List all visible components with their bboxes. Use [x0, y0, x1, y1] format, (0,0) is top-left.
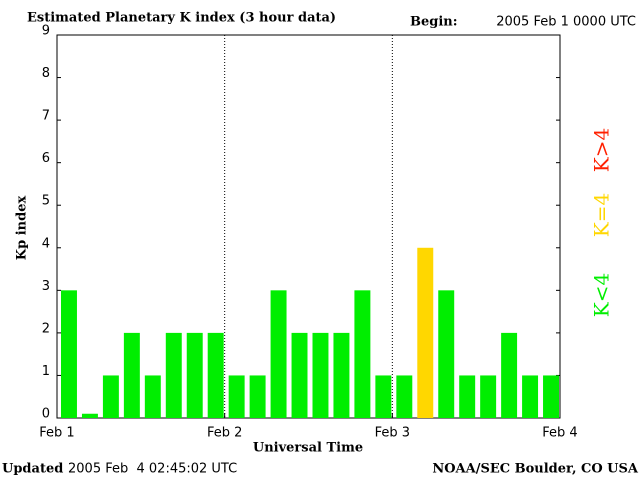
y-tick-label: 5	[42, 194, 50, 209]
bar	[186, 332, 203, 418]
y-tick-label: 6	[42, 151, 50, 166]
y-axis-label: Kp index	[15, 196, 30, 261]
bar	[354, 290, 371, 418]
bar	[417, 247, 434, 418]
x-tick-label: Feb 4	[542, 426, 577, 441]
legend-entry: K<4	[590, 273, 614, 317]
legend-entry: K=4	[590, 193, 614, 237]
bar	[144, 375, 161, 418]
y-tick-label: 9	[42, 24, 50, 39]
x-tick-label: Feb 2	[207, 426, 242, 441]
updated-date: 2005 Feb 4 02:45:02 UTC	[68, 462, 237, 477]
y-tick-label: 2	[42, 321, 50, 336]
bar	[61, 290, 77, 418]
bar	[249, 375, 266, 418]
begin-date: 2005 Feb 1 0000 UTC	[496, 15, 636, 30]
begin-label: Begin:	[410, 15, 458, 30]
bar	[207, 332, 224, 418]
x-tick-label: Feb 1	[39, 426, 74, 441]
source: NOAA/SEC Boulder, CO USA	[432, 462, 639, 477]
y-tick-label: 7	[42, 109, 50, 124]
bar	[312, 332, 329, 418]
bar	[480, 375, 497, 418]
bar	[123, 332, 140, 418]
bar	[228, 375, 245, 418]
bar	[165, 332, 182, 418]
chart-title: Estimated Planetary K index (3 hour data…	[27, 11, 336, 26]
y-tick-label: 4	[42, 236, 50, 251]
x-tick-label: Feb 3	[375, 426, 410, 441]
plot-frame	[56, 34, 561, 419]
legend-entry: K>4	[590, 128, 614, 172]
bar	[438, 290, 455, 418]
bar	[270, 290, 287, 418]
bar	[375, 375, 392, 418]
bar	[501, 332, 518, 418]
bar	[459, 375, 476, 418]
bar	[543, 375, 559, 418]
bar	[102, 375, 119, 418]
y-tick-label: 0	[42, 407, 50, 422]
updated-label: Updated	[2, 462, 63, 477]
bar	[333, 332, 350, 418]
x-axis-label: Universal Time	[253, 441, 363, 456]
bar	[396, 375, 413, 418]
y-tick-label: 1	[42, 364, 50, 379]
bar	[522, 375, 539, 418]
bar	[81, 413, 98, 418]
y-tick-label: 3	[42, 279, 50, 294]
bar	[291, 332, 308, 418]
y-tick-label: 8	[42, 66, 50, 81]
